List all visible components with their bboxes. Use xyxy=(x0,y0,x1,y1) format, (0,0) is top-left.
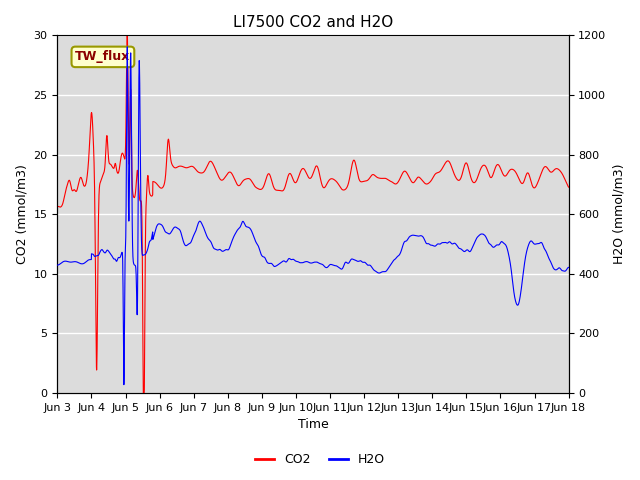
X-axis label: Time: Time xyxy=(298,419,328,432)
Text: TW_flux: TW_flux xyxy=(76,50,131,63)
Y-axis label: H2O (mmol/m3): H2O (mmol/m3) xyxy=(612,164,625,264)
Legend: CO2, H2O: CO2, H2O xyxy=(250,448,390,471)
Title: LI7500 CO2 and H2O: LI7500 CO2 and H2O xyxy=(233,15,393,30)
Y-axis label: CO2 (mmol/m3): CO2 (mmol/m3) xyxy=(15,164,28,264)
